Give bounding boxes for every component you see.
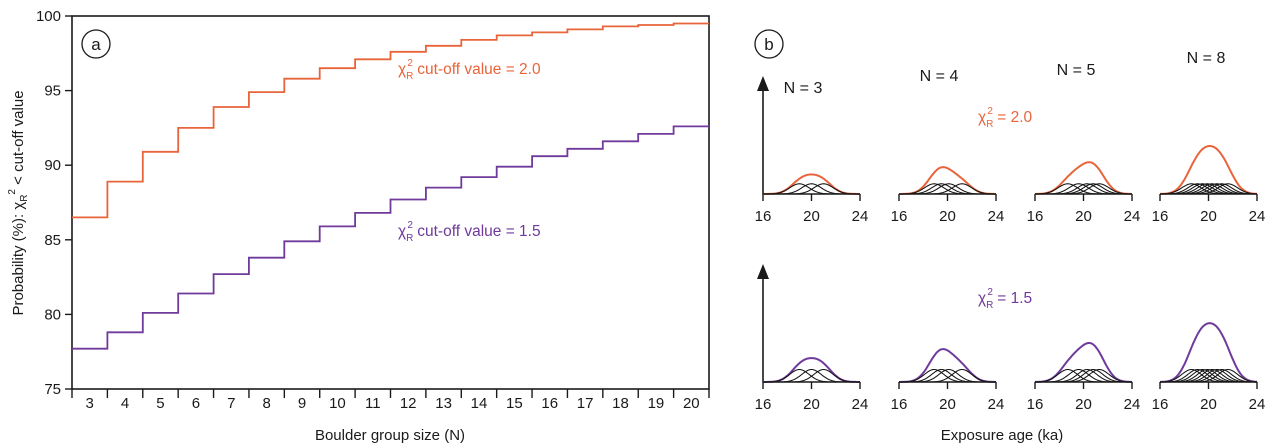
density-axis-arrow: [757, 264, 769, 279]
step-line-series-1: [72, 125, 709, 350]
panel-a-label: a: [91, 35, 101, 54]
x-tick-label-b: 16: [1152, 396, 1169, 413]
kde-sum-curve: [1035, 161, 1132, 195]
n-label-5: N = 5: [1057, 62, 1096, 79]
y-tick-label: 100: [36, 8, 61, 25]
row-label-chi-2: χR2 = 2.0: [978, 106, 1033, 130]
x-tick-label-b: 24: [1124, 396, 1141, 413]
x-tick-label: 13: [435, 395, 452, 412]
panel-a-badge: [81, 29, 111, 59]
x-axis-a: 3 4 5 6 7 8 9 10 11 12 13 14 15 16 17 18 19 20: [71, 389, 710, 412]
kde-sum-curve: [1034, 342, 1133, 383]
x-tick-label: 14: [471, 395, 488, 412]
x-tick-label-b: 16: [755, 396, 772, 413]
x-tick-label: 15: [506, 395, 523, 412]
kde-sum-curve: [1160, 322, 1257, 383]
kde-sum-curve: [763, 357, 860, 383]
y-tick-label: 85: [44, 232, 61, 249]
x-tick-label-b: 16: [891, 396, 908, 413]
x-axis-label-b: Exposure age (ka): [941, 427, 1064, 444]
x-tick-label-b: 24: [1249, 208, 1266, 225]
x-tick-label-b: 20: [1075, 208, 1092, 225]
x-tick-label-b: 24: [852, 208, 869, 225]
n-label-4: N = 4: [920, 68, 959, 85]
x-tick-label: 4: [121, 395, 129, 412]
x-tick-label: 17: [577, 395, 594, 412]
x-tick-label: 7: [227, 395, 235, 412]
kde-plot-row0-n3: 16 20 24: [755, 76, 869, 225]
x-tick-label-b: 24: [1124, 208, 1141, 225]
kde-plot-row1-n4: 16 20 24: [891, 348, 1005, 413]
kde-small-multiples: 16 20 24 16 20 24 16 20 24 16 20 24 16 20 24 16 20 24 16 20…: [755, 76, 1266, 413]
x-tick-label: 10: [329, 395, 346, 412]
x-tick-label: 19: [648, 395, 665, 412]
n-label-8: N = 8: [1187, 50, 1226, 67]
x-tick-label-b: 16: [1027, 208, 1044, 225]
x-tick-label-b: 16: [1027, 396, 1044, 413]
panel-b-badge: [754, 29, 784, 59]
x-tick-label-b: 16: [891, 208, 908, 225]
x-tick-label: 18: [612, 395, 629, 412]
density-axis-arrow: [757, 76, 769, 91]
series-label-cutoff-1-5: χR2 cut-off value = 1.5: [398, 220, 541, 244]
x-tick-label-b: 24: [1249, 396, 1266, 413]
y-tick-label: 75: [44, 381, 61, 398]
kde-sum-curve: [1160, 145, 1258, 195]
x-tick-label: 3: [86, 395, 94, 412]
x-tick-label-b: 24: [988, 208, 1005, 225]
x-tick-label: 6: [192, 395, 200, 412]
x-tick-label: 16: [541, 395, 558, 412]
x-tick-label-b: 20: [1075, 396, 1092, 413]
x-tick-label-b: 20: [803, 208, 820, 225]
x-tick-label: 12: [400, 395, 417, 412]
x-axis-label-a: Boulder group size (N): [315, 427, 465, 444]
x-tick-label: 5: [156, 395, 164, 412]
kde-plot-row1-n3: 16 20 24: [755, 264, 869, 413]
x-tick-label-b: 20: [1200, 396, 1217, 413]
step-line-series-0: [72, 22, 709, 219]
series-label-cutoff-2: χR2 cut-off value = 2.0: [398, 58, 541, 82]
y-tick-label: 80: [44, 306, 61, 323]
x-tick-label-b: 20: [1200, 208, 1217, 225]
x-tick-label: 11: [365, 395, 381, 412]
x-tick-label-b: 20: [939, 208, 956, 225]
kde-plot-row0-n8: 16 20 24: [1152, 145, 1266, 225]
panel-b-label: b: [764, 35, 773, 54]
series-lines-a: [72, 22, 709, 350]
x-tick-label-b: 24: [852, 396, 869, 413]
kde-plot-row0-n4: 16 20 24: [891, 166, 1005, 225]
x-tick-label-b: 16: [1152, 208, 1169, 225]
kde-plot-row0-n5: 16 20 24: [1027, 161, 1141, 225]
y-axis-label-a: Probability (%): χR2 < cut-off value: [7, 90, 30, 315]
kde-plot-row1-n5: 16 20 24: [1027, 342, 1141, 413]
x-tick-label: 9: [298, 395, 306, 412]
y-tick-label: 95: [44, 83, 61, 100]
panel-a: a 75 80 85 90 95 100 3 4 5 6 7 8 9 10 11 12 13 14 15 16 17 1…: [7, 8, 710, 444]
x-tick-label: 20: [683, 395, 700, 412]
n-label-3: N = 3: [784, 80, 823, 97]
y-axis-a: 75 80 85 90 95 100: [36, 8, 72, 398]
x-tick-label: 8: [262, 395, 270, 412]
x-tick-label-b: 20: [803, 396, 820, 413]
y-tick-label: 90: [44, 157, 61, 174]
kde-plot-row1-n8: 16 20 24: [1152, 322, 1266, 413]
x-tick-label-b: 16: [755, 208, 772, 225]
row-label-chi-1-5: χR2 = 1.5: [978, 287, 1032, 311]
x-tick-label-b: 20: [939, 396, 956, 413]
x-tick-label-b: 24: [988, 396, 1005, 413]
